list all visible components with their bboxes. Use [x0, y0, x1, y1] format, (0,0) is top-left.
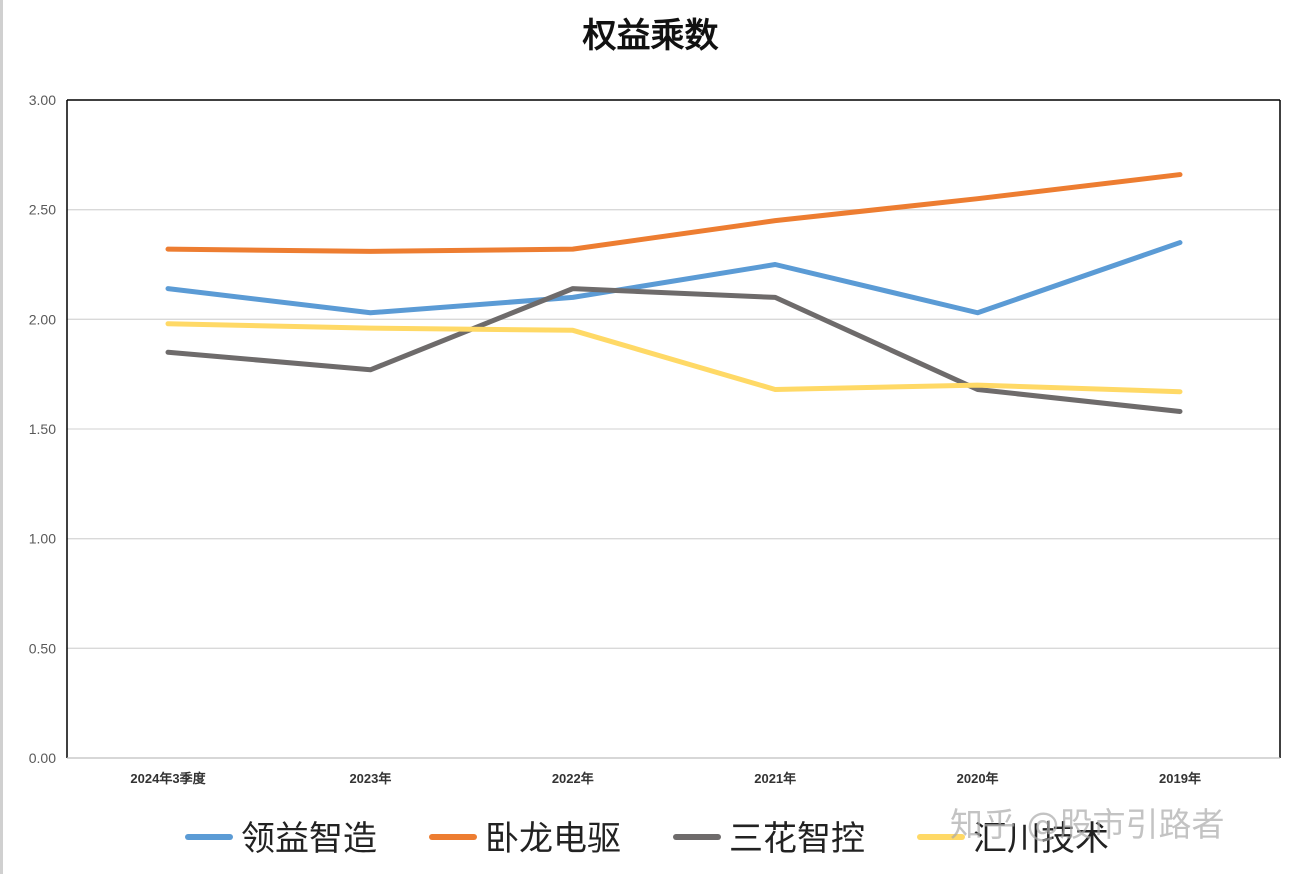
- chart-title: 权益乘数: [582, 16, 719, 56]
- watermark: 知乎 @股市引路者: [950, 805, 1225, 844]
- x-tick-label: 2023年: [349, 771, 391, 786]
- series-line-4: [165, 321, 1183, 395]
- legend: 领益智造 卧龙电驱 三花智控 汇川技术: [185, 819, 1109, 859]
- series-lines: [165, 172, 1183, 414]
- x-tick-label: 2020年: [957, 771, 999, 786]
- x-tick-label: 2021年: [754, 771, 796, 786]
- legend-label: 汇川技术: [973, 819, 1109, 859]
- series-line-3: [165, 286, 1183, 414]
- legend-label: 领益智造: [241, 819, 377, 859]
- x-tick-label: 2022年: [552, 771, 594, 786]
- series-line-2: [165, 172, 1183, 254]
- y-tick-label: 2.00: [29, 311, 56, 327]
- axes: [66, 99, 1281, 759]
- series-line-1: [165, 240, 1183, 316]
- y-tick-label: 2.50: [29, 202, 56, 218]
- legend-label: 卧龙电驱: [485, 819, 621, 859]
- y-tick-label: 1.50: [29, 421, 56, 437]
- legend-label: 三花智控: [729, 819, 865, 859]
- x-tick-label: 2024年3季度: [130, 771, 206, 786]
- y-axis-ticks: 0.00 0.50 1.00 1.50 2.00 2.50 3.00: [29, 92, 56, 766]
- gridlines: [67, 209, 1280, 649]
- page-left-border: [0, 0, 3, 874]
- x-tick-label: 2019年: [1159, 771, 1201, 786]
- y-tick-label: 0.50: [29, 640, 56, 656]
- y-tick-label: 0.00: [29, 750, 56, 766]
- y-tick-label: 1.00: [29, 531, 56, 547]
- y-tick-label: 3.00: [29, 92, 56, 108]
- x-axis-ticks: 2024年3季度 2023年 2022年 2021年 2020年 2019年: [130, 771, 1201, 786]
